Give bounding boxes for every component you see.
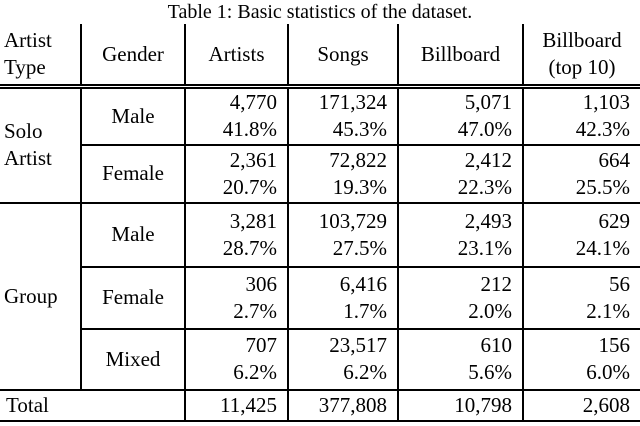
songs-cell: 171,324 45.3% [287, 86, 398, 145]
table-row-total: Total 11,425 377,808 10,798 2,608 [0, 388, 640, 422]
percent-value: 27.5% [332, 235, 387, 260]
billboard-cell: 2,412 22.3% [397, 143, 523, 203]
total-label: Total [0, 388, 185, 422]
billboard-top10-cell: 1,103 42.3% [522, 86, 640, 145]
percent-value: 5.6% [468, 360, 512, 384]
billboard-cell: 212 2.0% [397, 265, 523, 329]
billboard-top10-cell: 664 25.5% [522, 143, 640, 203]
percent-value: 24.1% [575, 235, 630, 260]
percent-value: 45.3% [332, 117, 387, 142]
percent-value: 41.8% [222, 117, 277, 142]
percent-value: 19.3% [332, 174, 387, 199]
songs-cell: 23,517 6.2% [287, 327, 398, 390]
col-header-billboard: Billboard [397, 24, 523, 89]
billboard-top10-cell: 629 24.1% [522, 201, 640, 267]
gender-cell: Male [80, 86, 185, 145]
artists-cell: 707 6.2% [184, 327, 288, 390]
count-value: 5,071 [464, 90, 512, 115]
percent-value: 6.0% [586, 360, 630, 384]
gender-cell: Male [80, 201, 185, 267]
count-value: 2,493 [464, 208, 512, 233]
count-value: 4,770 [229, 90, 277, 115]
total-artists-cell: 11,425 [184, 388, 288, 422]
count-value: 610 [480, 333, 513, 357]
percent-value: 25.5% [575, 174, 630, 199]
count-value: 3,281 [229, 208, 277, 233]
table-row-group-female: Female 306 2.7% 6,416 1.7% 212 2.0% 56 2… [0, 265, 640, 329]
percent-value: 23.1% [457, 235, 512, 260]
col-header-songs: Songs [287, 24, 398, 89]
count-value: 664 [598, 147, 631, 172]
table-caption: Table 1: Basic statistics of the dataset… [167, 1, 473, 23]
artists-cell: 306 2.7% [184, 265, 288, 329]
count-value: 306 [245, 271, 278, 296]
count-value: 629 [598, 208, 631, 233]
count-value: 1,103 [582, 90, 630, 115]
percent-value: 28.7% [222, 235, 277, 260]
artists-cell: 3,281 28.7% [184, 201, 288, 267]
col-header-artists: Artists [184, 24, 288, 89]
percent-value: 2.7% [233, 298, 277, 323]
col-header-billboard-top10: Billboard (top 10) [522, 24, 640, 89]
count-value: 103,729 [318, 208, 387, 233]
total-billboard-top10-cell: 2,608 [522, 388, 640, 422]
gender-cell: Female [80, 143, 185, 203]
count-value: 72,822 [329, 147, 387, 172]
billboard-cell: 5,071 47.0% [397, 86, 523, 145]
table-row-solo-female: Female 2,361 20.7% 72,822 19.3% 2,412 22… [0, 143, 640, 203]
count-value: 171,324 [318, 90, 387, 115]
statistics-table: Artist Type Gender Artists Songs Billboa… [0, 24, 640, 422]
header-row: Artist Type Gender Artists Songs Billboa… [0, 24, 640, 89]
total-billboard-cell: 10,798 [397, 388, 523, 422]
billboard-top10-cell: 156 6.0% [522, 327, 640, 390]
artists-cell: 2,361 20.7% [184, 143, 288, 203]
table-row-solo-male: Solo Artist Male 4,770 41.8% 171,324 45.… [0, 86, 640, 170]
percent-value: 6.2% [233, 360, 277, 384]
artists-cell: 4,770 41.8% [184, 86, 288, 145]
gender-cell: Female [80, 265, 185, 329]
count-value: 156 [598, 333, 631, 357]
count-value: 707 [245, 333, 278, 357]
total-songs-cell: 377,808 [287, 388, 398, 422]
gender-cell: Mixed [80, 327, 185, 390]
percent-value: 42.3% [575, 117, 630, 142]
count-value: 2,361 [229, 147, 277, 172]
percent-value: 22.3% [457, 174, 512, 199]
billboard-top10-cell: 56 2.1% [522, 265, 640, 329]
count-value: 2,412 [464, 147, 512, 172]
percent-value: 2.0% [468, 298, 512, 323]
billboard-cell: 610 5.6% [397, 327, 523, 390]
table-row-group-male: Group Male 3,281 28.7% 103,729 27.5% 2,4… [0, 201, 640, 390]
group-label-group: Group [0, 201, 81, 390]
billboard-cell: 2,493 23.1% [397, 201, 523, 267]
songs-cell: 103,729 27.5% [287, 201, 398, 267]
count-value: 23,517 [329, 333, 387, 357]
percent-value: 2.1% [586, 298, 630, 323]
col-header-artist-type: Artist Type [0, 24, 81, 89]
percent-value: 20.7% [222, 174, 277, 199]
table-row-group-mixed: Mixed 707 6.2% 23,517 6.2% 610 5.6% 156 … [0, 327, 640, 390]
percent-value: 47.0% [457, 117, 512, 142]
songs-cell: 72,822 19.3% [287, 143, 398, 203]
percent-value: 6.2% [343, 360, 387, 384]
col-header-gender: Gender [80, 24, 185, 89]
group-label-solo-artist: Solo Artist [4, 119, 52, 171]
count-value: 56 [609, 271, 630, 296]
songs-cell: 6,416 1.7% [287, 265, 398, 329]
percent-value: 1.7% [343, 298, 387, 323]
count-value: 212 [480, 271, 513, 296]
count-value: 6,416 [339, 271, 387, 296]
